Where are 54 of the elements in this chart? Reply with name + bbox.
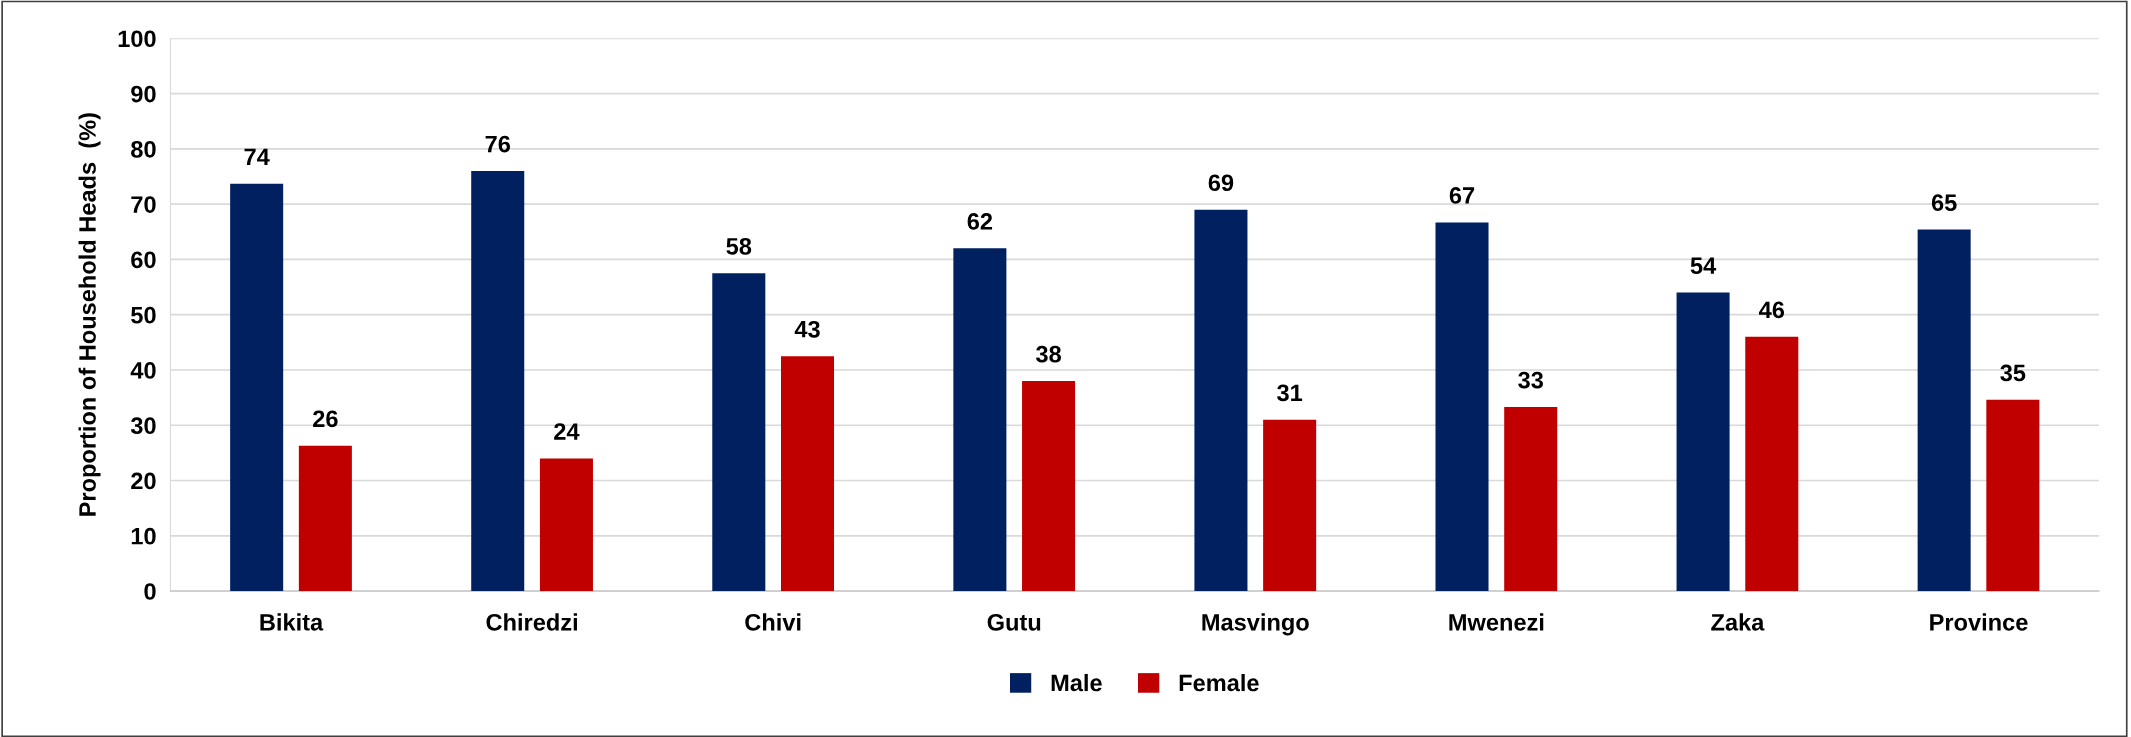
bar bbox=[1022, 381, 1076, 592]
data-label: 33 bbox=[1518, 371, 1543, 389]
bar bbox=[712, 273, 766, 592]
y-tick-label: 100 bbox=[118, 30, 156, 48]
y-tick-label: 80 bbox=[131, 140, 156, 158]
bar bbox=[1263, 419, 1317, 592]
data-label: 24 bbox=[554, 423, 580, 440]
data-label: 76 bbox=[485, 135, 511, 153]
x-tick-label: Province bbox=[1930, 613, 2028, 631]
data-label: 74 bbox=[244, 148, 270, 165]
y-tick-label: 70 bbox=[131, 196, 156, 213]
data-label: 35 bbox=[2000, 364, 2026, 382]
data-label: 67 bbox=[1449, 187, 1475, 204]
data-label: 38 bbox=[1035, 345, 1061, 363]
legend-label: Male bbox=[1051, 673, 1102, 692]
y-tick-label: 30 bbox=[130, 417, 156, 435]
bar bbox=[1194, 209, 1248, 592]
bar bbox=[1917, 229, 1971, 592]
y-tick-label: 40 bbox=[130, 362, 156, 379]
y-tick-label: 50 bbox=[131, 306, 156, 324]
data-label: 58 bbox=[726, 237, 752, 255]
y-tick-label: 0 bbox=[144, 583, 156, 600]
bar bbox=[230, 183, 284, 592]
bar bbox=[1745, 336, 1799, 592]
bar bbox=[953, 248, 1007, 592]
x-tick-label: Bikita bbox=[260, 613, 324, 631]
x-tick-label: Gutu bbox=[987, 613, 1041, 631]
data-label: 43 bbox=[794, 320, 820, 338]
x-tick-label: Masvingo bbox=[1202, 613, 1309, 636]
y-axis-title: Proportion of Household Heads (%) bbox=[78, 113, 101, 516]
bar bbox=[1504, 407, 1558, 592]
data-label: 69 bbox=[1208, 174, 1234, 192]
data-label: 46 bbox=[1759, 301, 1785, 319]
y-tick-label: 90 bbox=[131, 85, 156, 103]
x-tick-label: Zaka bbox=[1711, 613, 1765, 631]
bar bbox=[539, 458, 593, 592]
data-label: 65 bbox=[1931, 194, 1957, 212]
bar bbox=[780, 356, 835, 592]
data-label: 31 bbox=[1277, 384, 1303, 402]
bar bbox=[471, 170, 525, 592]
bar bbox=[1676, 292, 1730, 592]
x-tick-label: Chivi bbox=[745, 613, 801, 631]
x-tick-label: Chiredzi bbox=[486, 613, 577, 631]
bar bbox=[1435, 222, 1489, 592]
data-label: 54 bbox=[1690, 257, 1717, 275]
y-tick-label: 60 bbox=[131, 251, 156, 269]
x-tick-label: Mwenezi bbox=[1449, 613, 1544, 631]
y-tick-label: 20 bbox=[131, 472, 156, 490]
data-label: 26 bbox=[313, 410, 338, 428]
data-label: 62 bbox=[967, 213, 993, 230]
y-tick-label: 10 bbox=[131, 527, 156, 545]
bar bbox=[298, 445, 352, 592]
bar bbox=[1986, 399, 2040, 592]
legend-label: Female bbox=[1179, 673, 1259, 692]
